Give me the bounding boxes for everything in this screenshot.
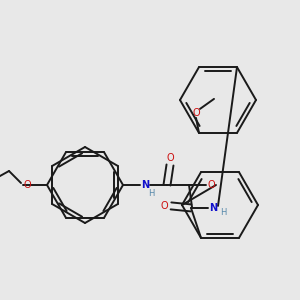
Text: H: H xyxy=(148,190,154,199)
Text: O: O xyxy=(192,108,200,118)
Text: O: O xyxy=(207,180,215,190)
Text: N: N xyxy=(209,203,217,213)
Text: O: O xyxy=(23,180,31,190)
Text: O: O xyxy=(160,201,168,211)
Text: H: H xyxy=(220,208,226,217)
Text: N: N xyxy=(141,180,149,190)
Text: O: O xyxy=(166,153,174,163)
